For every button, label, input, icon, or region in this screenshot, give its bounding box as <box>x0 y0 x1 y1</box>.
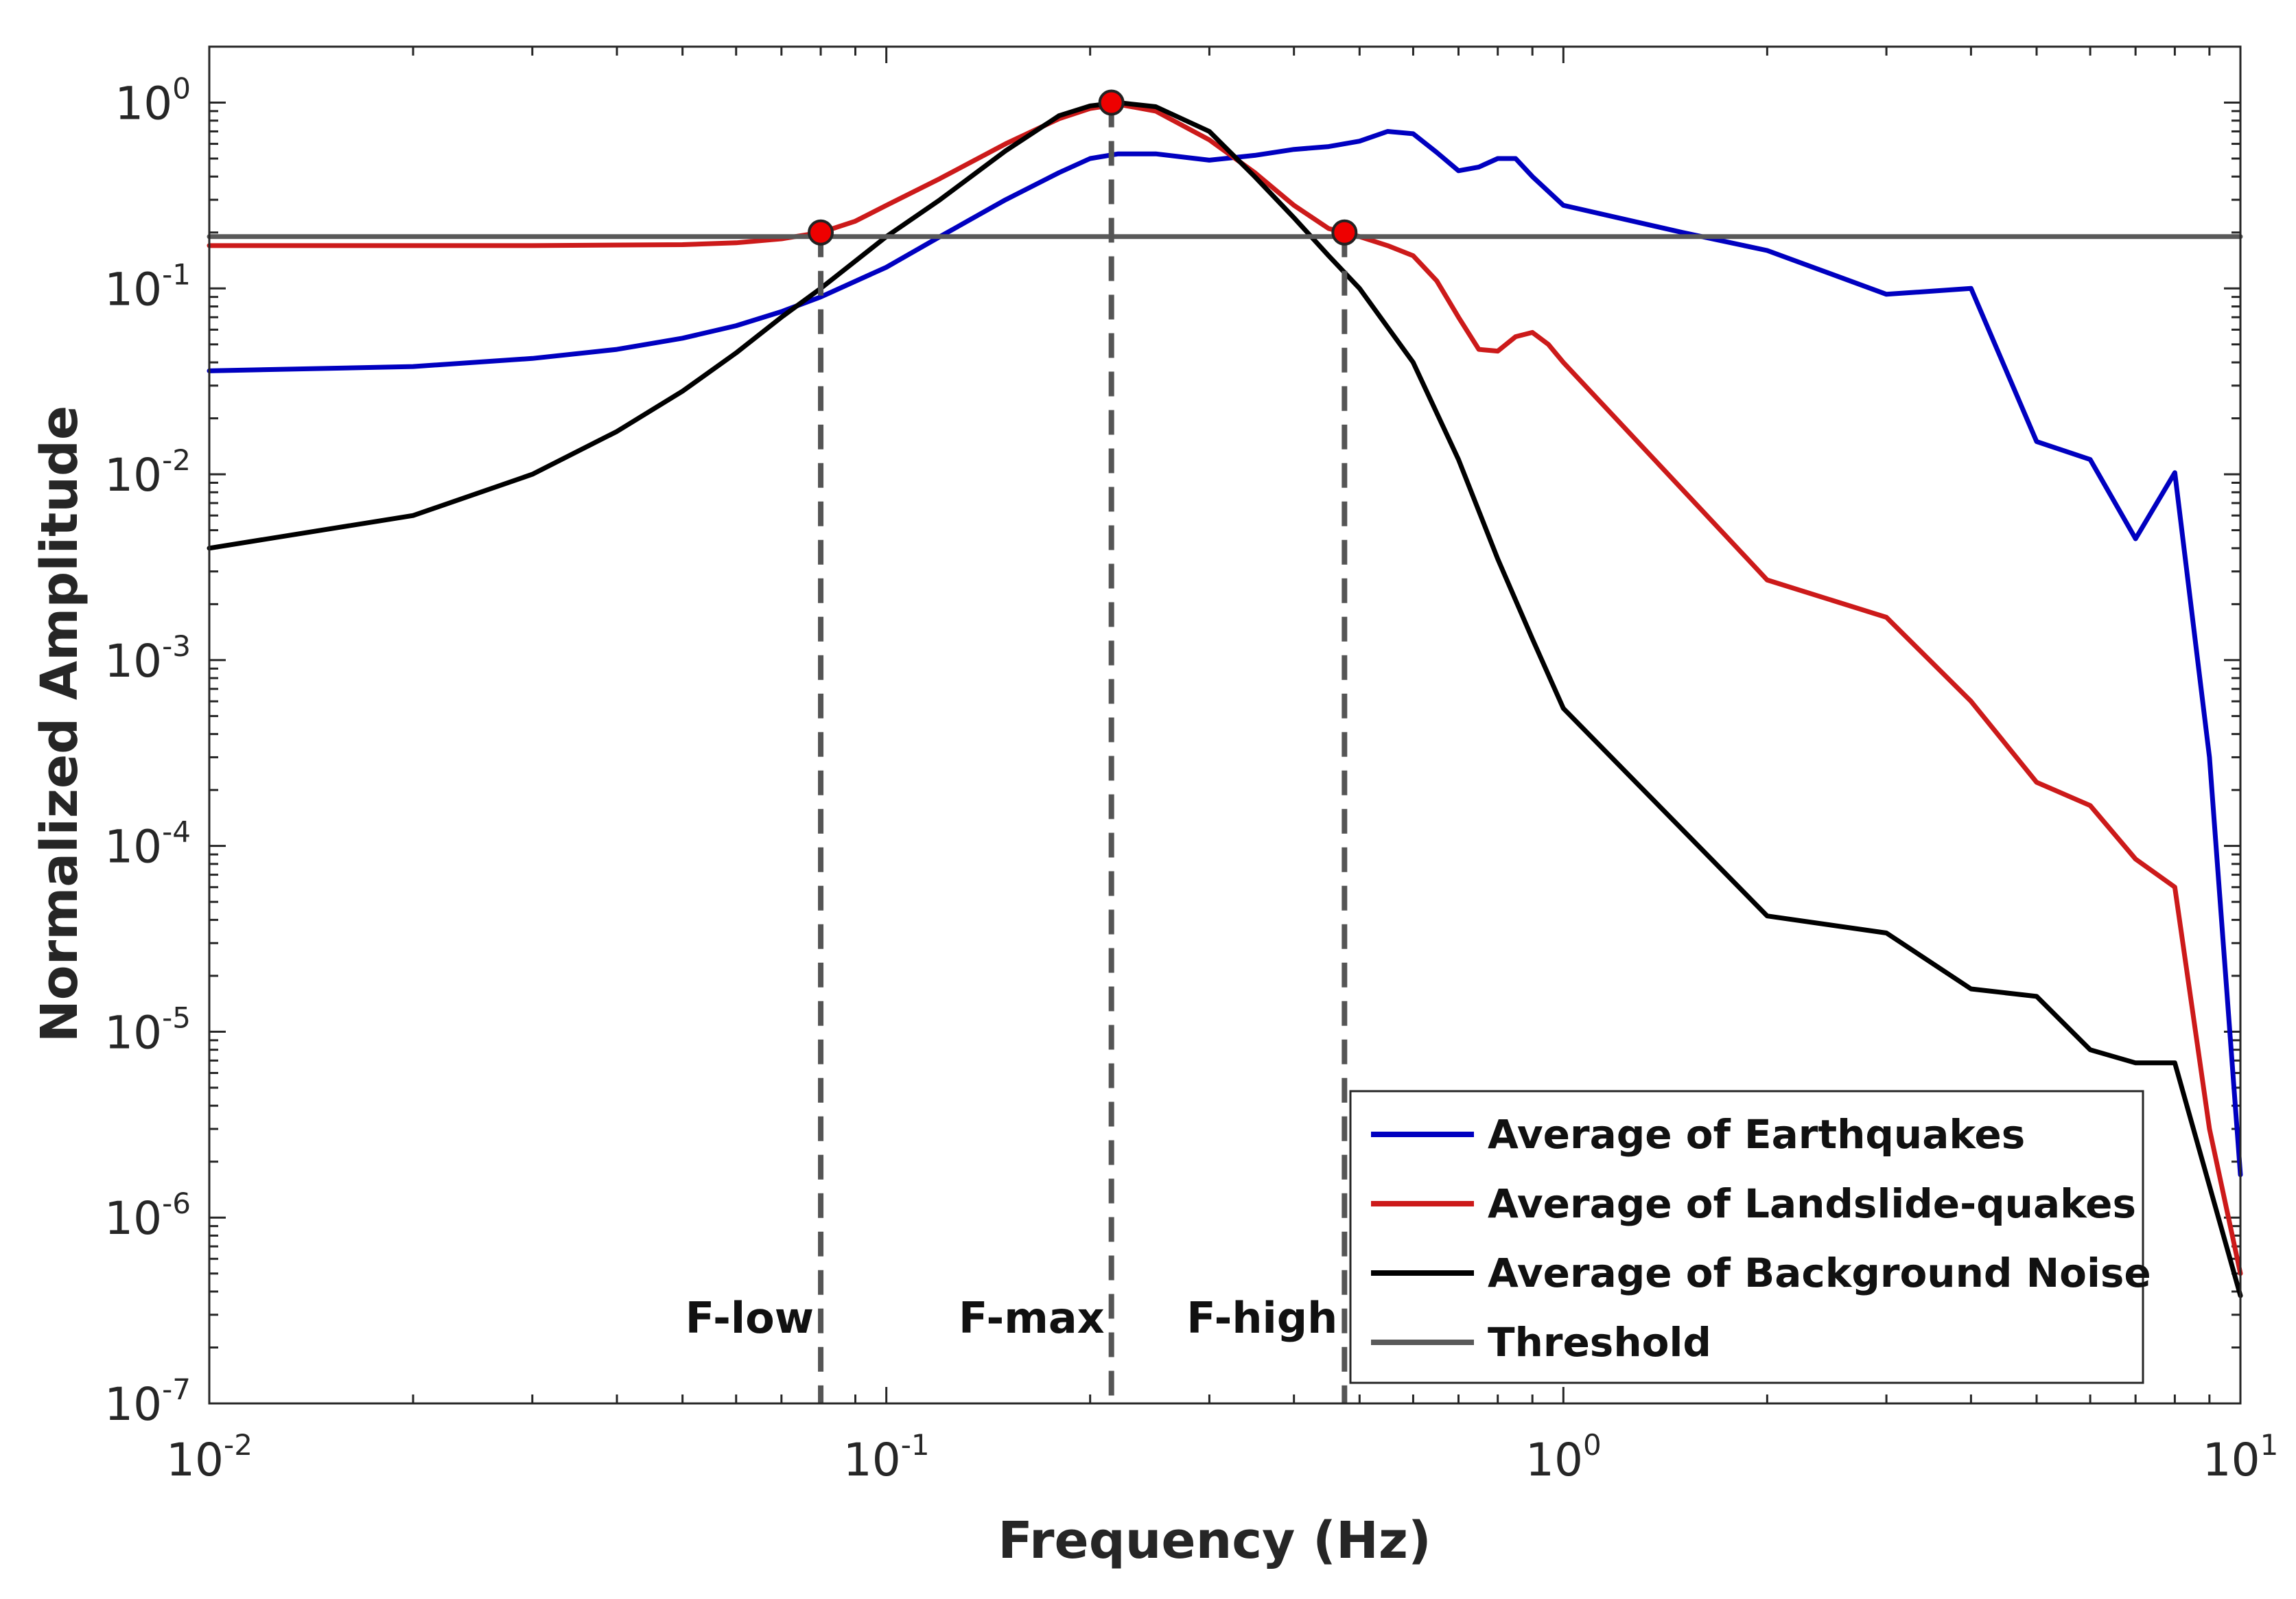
y-axis-title: Normalized Amplitude <box>30 406 89 1042</box>
marker-points <box>808 89 1358 246</box>
series-line-average-of-background-noise <box>207 100 2243 1298</box>
x-tick-label: 10-2 <box>166 1428 253 1486</box>
legend-label: Threshold <box>1488 1319 1711 1366</box>
marker-label: F-low <box>686 1293 814 1343</box>
y-tick-label: 10-7 <box>104 1373 191 1431</box>
series-lines <box>207 100 2243 1298</box>
tick-label-exponent: 0 <box>172 72 191 106</box>
x-tick-label: 10-1 <box>843 1428 930 1486</box>
tick-label-exponent: -5 <box>162 1001 191 1034</box>
y-tick-label: 10-3 <box>104 629 191 688</box>
tick-label-exponent: -2 <box>162 443 191 477</box>
tick-label-exponent: -2 <box>224 1428 253 1462</box>
legend-label: Average of Background Noise <box>1488 1250 2151 1296</box>
marker-label: F-max <box>959 1293 1105 1343</box>
tick-label-exponent: -3 <box>162 629 191 663</box>
y-tick-label: 100 <box>115 72 191 130</box>
y-tick-label: 10-1 <box>104 257 191 316</box>
vertical-marker-lines <box>818 102 1348 1403</box>
marker-point <box>808 219 834 246</box>
legend-label: Average of Earthquakes <box>1488 1111 2025 1158</box>
legend: Average of Earthquakes Average of Landsli… <box>1349 1090 2151 1384</box>
x-tick-labels: 10-2 10-1 100 101 <box>166 1428 2278 1486</box>
tick-label-base: 10 <box>2203 1434 2260 1486</box>
tick-label-base: 10 <box>843 1434 901 1486</box>
tick-label-exponent: -4 <box>162 815 191 849</box>
legend-box <box>1349 1090 2144 1384</box>
series-line-average-of-landslide-quakes <box>207 102 2243 1276</box>
tick-label-base: 10 <box>104 821 162 874</box>
legend-label: Average of Landslide-quakes <box>1488 1180 2136 1227</box>
tick-label-base: 10 <box>104 263 162 316</box>
vertical-marker-labels: F-low F-max F-high <box>686 1293 1338 1343</box>
x-tick-label: 100 <box>1525 1428 1602 1486</box>
tick-label-exponent: -6 <box>162 1187 191 1220</box>
plot-frame <box>208 45 2242 1405</box>
tick-label-exponent: 1 <box>2260 1428 2279 1462</box>
tick-label-exponent: -7 <box>162 1373 191 1406</box>
x-tick-label: 101 <box>2203 1428 2279 1486</box>
tick-label-exponent: -1 <box>901 1428 930 1462</box>
x-axis-title: Frequency (Hz) <box>998 1511 1431 1570</box>
tick-label-base: 10 <box>115 78 172 130</box>
y-tick-label: 10-5 <box>104 1001 191 1059</box>
tick-label-base: 10 <box>104 449 162 502</box>
y-tick-label: 10-4 <box>104 815 191 874</box>
y-tick-label: 10-2 <box>104 443 191 502</box>
marker-point <box>1098 89 1125 116</box>
tick-marks <box>208 45 2240 1405</box>
tick-label-base: 10 <box>166 1434 224 1486</box>
marker-label: F-high <box>1186 1293 1337 1343</box>
tick-label-base: 10 <box>1525 1434 1583 1486</box>
y-tick-label: 10-6 <box>104 1187 191 1245</box>
tick-label-base: 10 <box>104 1378 162 1431</box>
tick-label-exponent: 0 <box>1583 1428 1602 1462</box>
tick-label-base: 10 <box>104 1006 162 1059</box>
marker-point <box>1331 219 1358 246</box>
tick-label-base: 10 <box>104 635 162 688</box>
tick-label-base: 10 <box>104 1192 162 1245</box>
tick-label-exponent: -1 <box>162 257 191 291</box>
